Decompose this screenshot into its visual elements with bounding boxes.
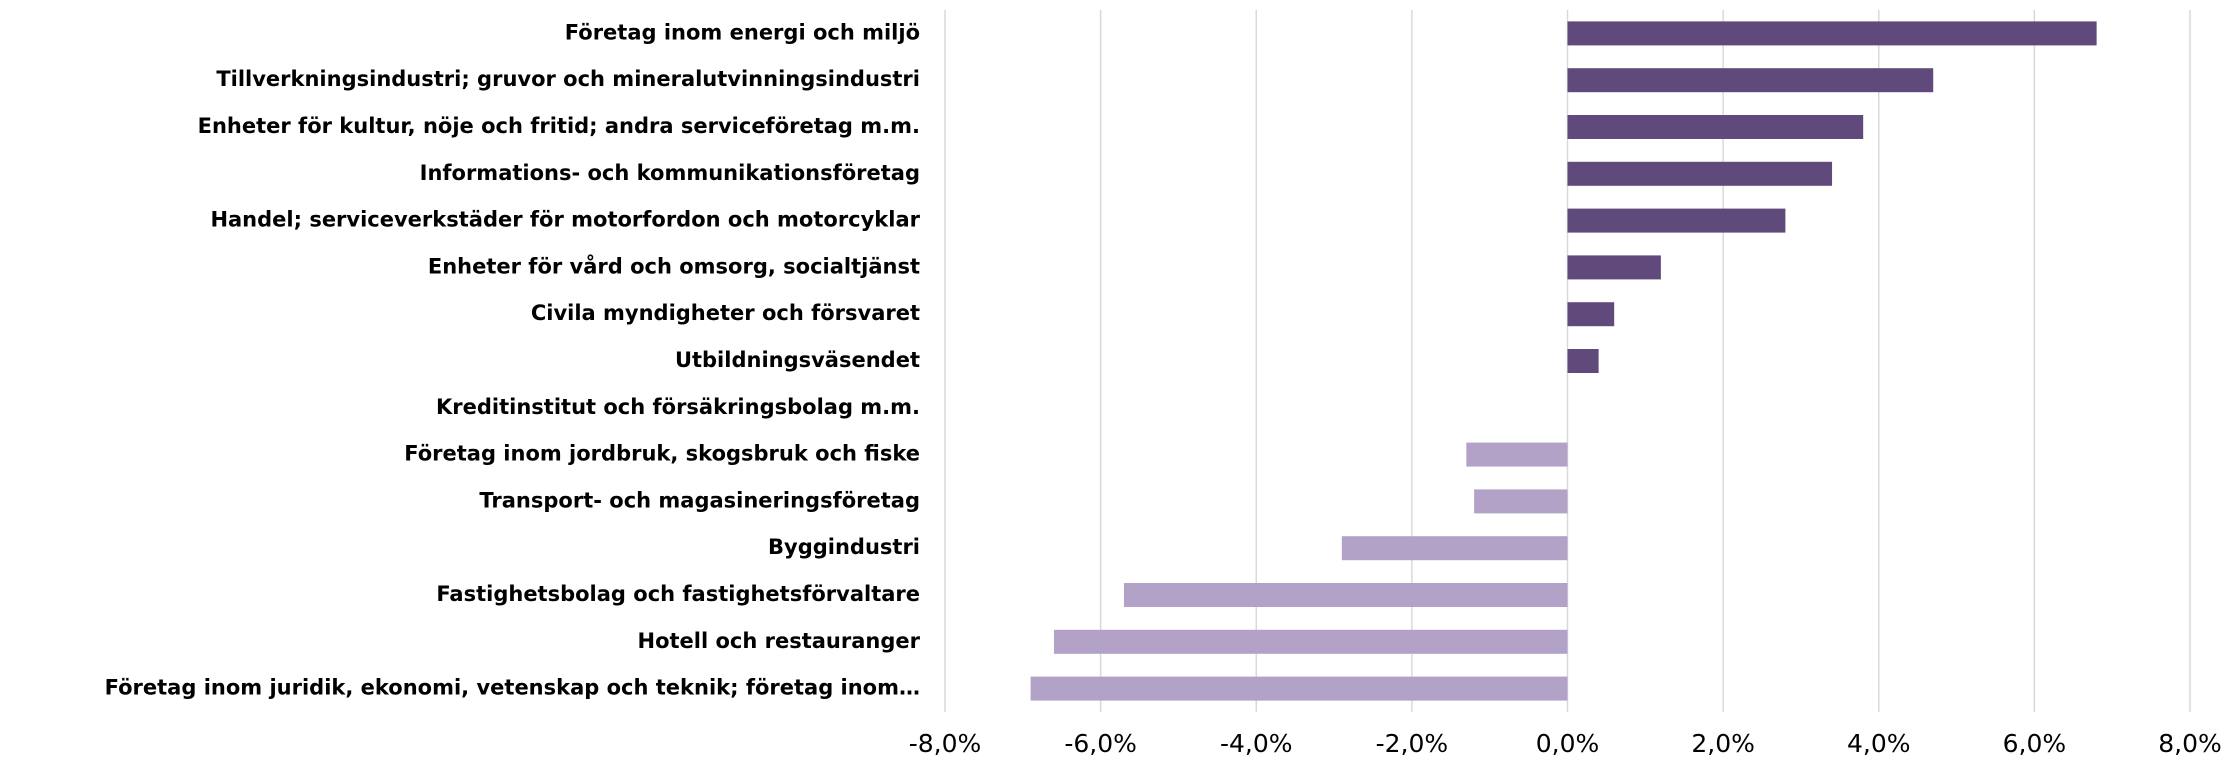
y-tick-label: Civila myndigheter och försvaret [531,301,920,325]
y-tick-label: Byggindustri [768,535,920,559]
x-tick-label: 4,0% [1847,729,1911,758]
bar [1567,115,1864,139]
x-tick-label: 2,0% [1691,729,1755,758]
y-tick-label: Företag inom juridik, ekonomi, vetenskap… [105,676,920,700]
y-tick-label: Transport- och magasineringsföretag [479,488,920,512]
bar [1567,255,1661,280]
bar [1567,208,1786,233]
bar [1567,68,1934,93]
x-tick-label: -8,0% [909,729,982,758]
bar [1466,442,1568,467]
x-tick-label: -6,0% [1064,729,1137,758]
y-tick-label: Kreditinstitut och försäkringsbolag m.m. [436,395,920,419]
bar [1567,302,1615,327]
x-tick-label: 8,0% [2158,729,2222,758]
x-tick-label: 0,0% [1536,729,1600,758]
bar [1053,629,1568,654]
y-tick-label: Fastighetsbolag och fastighetsförvaltare [436,582,920,606]
x-tick-label: -2,0% [1376,729,1449,758]
y-tick-label: Företag inom energi och miljö [565,20,920,44]
bar [1123,583,1568,607]
y-tick-label: Informations- och kommunikationsföretag [420,161,920,185]
bar [1567,21,2097,46]
bar [1567,349,1599,373]
y-tick-label: Handel; serviceverkstäder för motorfordo… [210,208,920,232]
y-tick-label: Hotell och restauranger [638,629,921,653]
y-tick-label: Utbildningsväsendet [675,348,920,372]
y-tick-label: Enheter för kultur, nöje och fritid; and… [198,114,920,138]
y-tick-label: Företag inom jordbruk, skogsbruk och fis… [404,442,920,466]
x-tick-label: -4,0% [1220,729,1293,758]
bar [1474,489,1568,514]
bar [1341,536,1568,561]
bar [1567,161,1833,186]
bar [1030,676,1568,701]
x-tick-label: 6,0% [2003,729,2067,758]
y-tick-label: Enheter för vård och omsorg, socialtjäns… [428,253,920,278]
y-tick-label: Tillverkningsindustri; gruvor och minera… [216,67,920,91]
